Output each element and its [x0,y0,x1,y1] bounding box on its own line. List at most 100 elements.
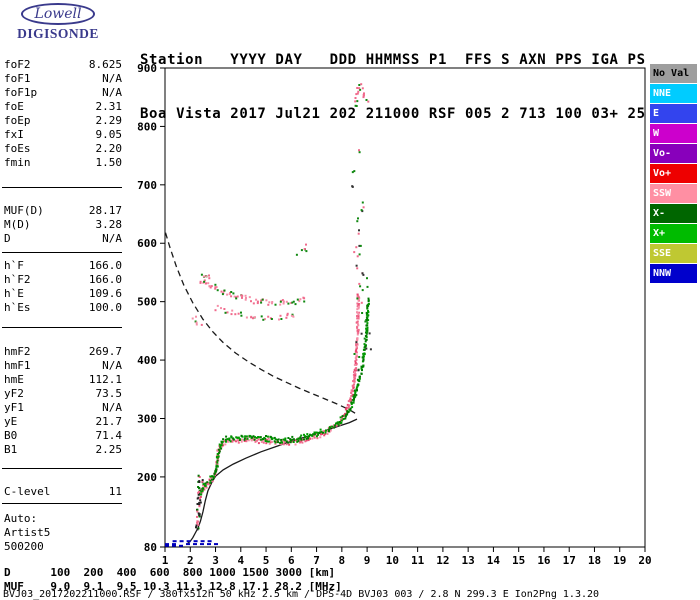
d-row: D 100 200 400 600 800 1000 1500 3000 [km… [4,566,336,579]
param-row-yf2: yF2 73.5 [4,387,122,401]
svg-text:500: 500 [137,296,157,309]
svg-text:600: 600 [137,237,157,250]
param-label: h`Es [4,301,31,314]
param-value: N/A [102,72,122,85]
panel-separator [2,503,122,504]
legend-item-nne: NNE [650,84,697,103]
svg-text:10: 10 [386,554,399,567]
param-row-fxi: fxI 9.05 [4,128,122,142]
status-line: BVJ03_2017202211000.RSF / 380fx512h 50 k… [3,589,600,600]
legend-item-vo-: Vo+ [650,164,697,183]
param-label: D [4,232,11,245]
param-row-hmf1: hmF1 N/A [4,359,122,373]
param-label: Artist5 [4,526,51,539]
svg-text:19: 19 [613,554,626,567]
param-row-ye: yE 21.7 [4,415,122,429]
param-value: 109.6 [88,287,122,300]
svg-text:300: 300 [137,412,157,425]
panel-separator [2,187,122,188]
param-label: h`E [4,287,24,300]
param-row-yf1: yF1 N/A [4,401,122,415]
param-label: h`F2 [4,273,31,286]
param-value: 2.31 [95,100,123,113]
param-row-fof2: foF2 8.625 [4,58,122,72]
param-value: 73.5 [95,387,123,400]
param-row-clevel: C-level 11 [4,485,122,499]
param-row-b0: B0 71.4 [4,429,122,443]
param-label: h`F [4,259,24,272]
direction-legend: No Val NNE E W Vo- Vo+ SSW X- X+ SSE NNW [650,64,698,284]
param-label: MUF(D) [4,204,44,217]
param-label: foF1 [4,72,31,85]
svg-text:6: 6 [288,554,295,567]
param-label: hmF1 [4,359,31,372]
param-row-hf2: h`F2 166.0 [4,273,122,287]
param-row-hes: h`Es 100.0 [4,301,122,315]
svg-text:1: 1 [162,554,169,567]
param-value: 11 [108,485,122,498]
param-label: fmin [4,156,31,169]
param-value: N/A [102,86,122,99]
svg-text:700: 700 [137,179,157,192]
param-row-foep: foEp 2.29 [4,114,122,128]
param-value: 3.28 [95,218,123,231]
param-label: B0 [4,429,18,442]
svg-text:3: 3 [212,554,219,567]
svg-text:16: 16 [537,554,551,567]
param-label: 500200 [4,540,44,553]
param-group: Auto: Artist5 500200 [4,512,122,554]
svg-text:8: 8 [339,554,346,567]
param-label: C-level [4,485,51,498]
param-row-artist5: Artist5 [4,526,122,540]
svg-text:400: 400 [137,354,157,367]
svg-text:12: 12 [436,554,449,567]
param-value: 71.4 [95,429,123,442]
svg-text:18: 18 [588,554,601,567]
lowell-logo-text: Lowell [20,3,96,25]
param-group: hmF2 269.7 hmF1 N/A hmE 112.1 yF2 73.5 yF1 N/A yE 2… [4,345,122,457]
param-value: 8.625 [88,58,122,71]
param-row-hf: h`F 166.0 [4,259,122,273]
ionogram-plot: 1 2 3 4 5 6 7 8 9 10 11 12 13 14 15 16 17 18 19 20802003004… [137,62,652,567]
param-value: 2.25 [95,443,123,456]
param-label: foF2 [4,58,31,71]
panel-separator [2,252,122,253]
svg-text:9: 9 [364,554,371,567]
legend-item-sse: SSE [650,244,697,263]
param-value: 100.0 [88,301,122,314]
param-label: foEs [4,142,31,155]
svg-text:14: 14 [487,554,501,567]
param-label: hmE [4,373,24,386]
param-label: yF1 [4,401,24,414]
svg-text:11: 11 [411,554,425,567]
param-value: 28.17 [88,204,122,217]
svg-text:800: 800 [137,120,157,133]
svg-text:200: 200 [137,471,157,484]
legend-item-x-: X+ [650,224,697,243]
param-value: 1.50 [95,156,123,169]
digisonde-brand: DIGISONDE [17,26,99,41]
header-values-line: Boa Vista 2017 Jul21 202 211000 RSF 005 … [140,106,646,122]
svg-text:2: 2 [187,554,194,567]
param-label: yF2 [4,387,24,400]
muf-row: MUF 9.0 9.1 9.5 10.3 11.3 12.8 17.1 28.2… [4,580,342,593]
legend-item-x-: X- [650,204,697,223]
param-row-he: h`E 109.6 [4,287,122,301]
legend-item-vo-: Vo- [650,144,697,163]
svg-text:7: 7 [313,554,320,567]
svg-text:4: 4 [237,554,244,567]
param-label: foE [4,100,24,113]
param-value: 112.1 [88,373,122,386]
digisonde-logo: Lowell DIGISONDE [6,3,110,42]
param-value: 269.7 [88,345,122,358]
svg-text:15: 15 [512,554,525,567]
svg-text:5: 5 [263,554,270,567]
param-value: N/A [102,401,122,414]
svg-text:17: 17 [563,554,576,567]
param-row-foes: foEs 2.20 [4,142,122,156]
param-value: 166.0 [88,259,122,272]
param-row-fof1: foF1 N/A [4,72,122,86]
param-label: yE [4,415,18,428]
param-row-d: D N/A [4,232,122,246]
param-row-foe: foE 2.31 [4,100,122,114]
